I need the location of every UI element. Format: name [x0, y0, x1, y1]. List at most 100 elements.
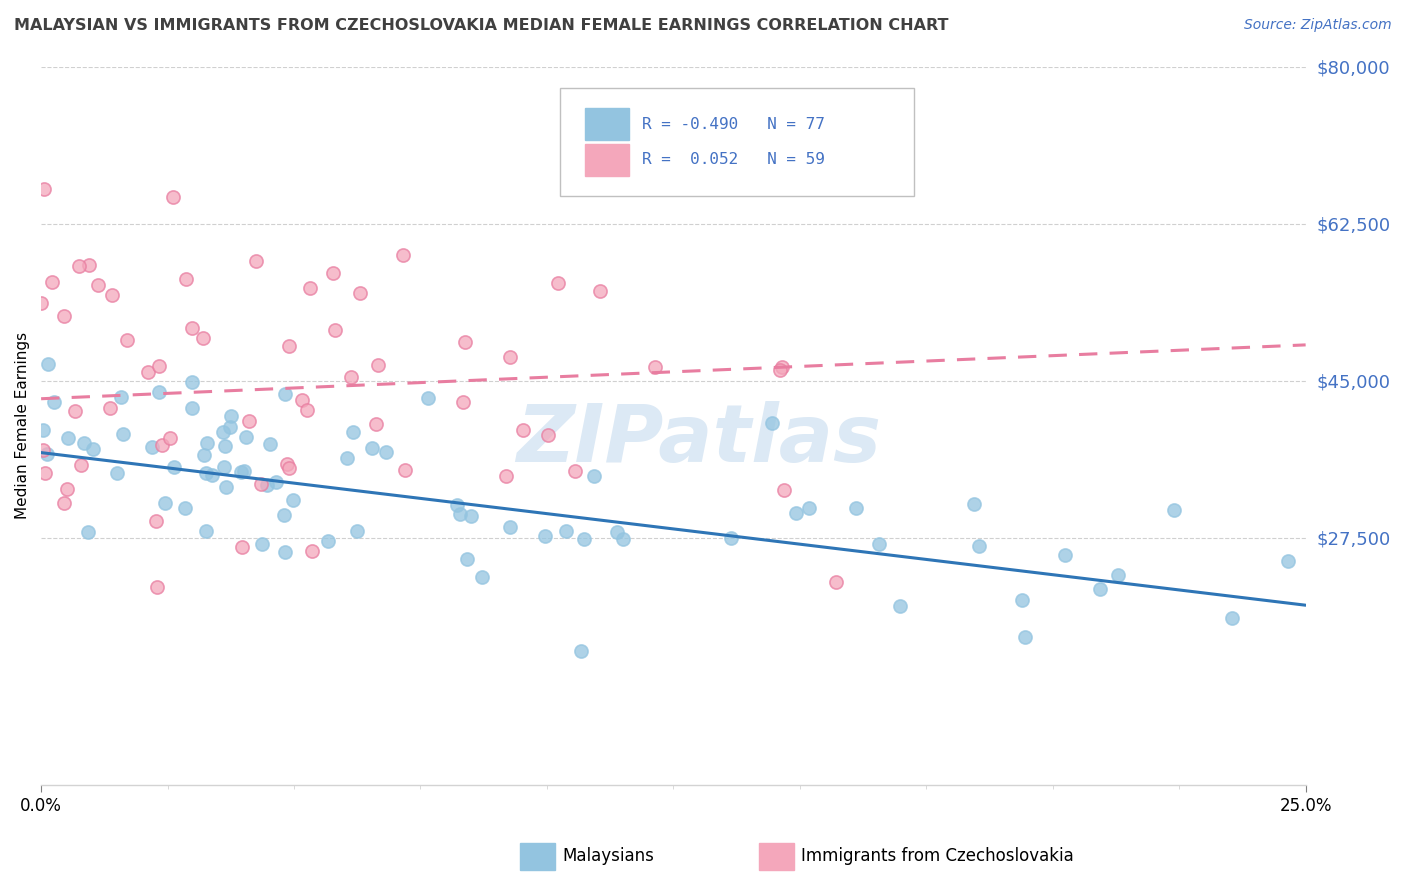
Malaysians — [1107, 568, 1129, 582]
Immigrants from Czechoslovakia — [245, 253, 267, 268]
Malaysians — [612, 532, 634, 546]
Malaysians — [219, 420, 242, 434]
Malaysians — [44, 395, 66, 409]
Malaysians — [195, 524, 218, 538]
Malaysians — [201, 468, 224, 483]
Malaysians — [232, 464, 254, 478]
Malaysians — [416, 391, 439, 405]
Malaysians — [316, 533, 339, 548]
Malaysians — [799, 500, 821, 515]
Immigrants from Czechoslovakia — [772, 483, 794, 497]
Immigrants from Czechoslovakia — [644, 359, 666, 374]
Immigrants from Czechoslovakia — [150, 438, 173, 452]
Malaysians — [868, 537, 890, 551]
Malaysians — [56, 431, 79, 445]
Immigrants from Czechoslovakia — [63, 404, 86, 418]
Immigrants from Czechoslovakia — [87, 277, 110, 292]
Malaysians — [1277, 554, 1299, 568]
Malaysians — [844, 500, 866, 515]
Immigrants from Czechoslovakia — [512, 423, 534, 437]
Malaysians — [572, 532, 595, 546]
Malaysians — [606, 524, 628, 539]
Malaysians — [889, 599, 911, 613]
Immigrants from Czechoslovakia — [100, 401, 122, 415]
Malaysians — [235, 430, 257, 444]
Malaysians — [110, 390, 132, 404]
FancyBboxPatch shape — [560, 88, 914, 196]
Malaysians — [195, 436, 218, 450]
Malaysians — [229, 465, 252, 479]
Immigrants from Czechoslovakia — [339, 370, 361, 384]
Text: R = -0.490   N = 77: R = -0.490 N = 77 — [641, 117, 825, 131]
Bar — [585, 108, 628, 140]
Immigrants from Czechoslovakia — [394, 462, 416, 476]
Immigrants from Czechoslovakia — [278, 461, 301, 475]
Immigrants from Czechoslovakia — [322, 266, 344, 280]
Immigrants from Czechoslovakia — [298, 281, 321, 295]
Immigrants from Czechoslovakia — [145, 580, 167, 594]
Text: Immigrants from Czechoslovakia: Immigrants from Czechoslovakia — [801, 847, 1074, 865]
Immigrants from Czechoslovakia — [30, 295, 52, 310]
Immigrants from Czechoslovakia — [145, 514, 167, 528]
Immigrants from Czechoslovakia — [768, 363, 790, 377]
Malaysians — [211, 425, 233, 440]
Malaysians — [374, 445, 396, 459]
Malaysians — [264, 475, 287, 489]
Malaysians — [82, 442, 104, 456]
Text: MALAYSIAN VS IMMIGRANTS FROM CZECHOSLOVAKIA MEDIAN FEMALE EARNINGS CORRELATION C: MALAYSIAN VS IMMIGRANTS FROM CZECHOSLOVA… — [14, 18, 949, 33]
Immigrants from Czechoslovakia — [191, 331, 214, 345]
Immigrants from Czechoslovakia — [295, 403, 318, 417]
Immigrants from Czechoslovakia — [453, 335, 475, 350]
Malaysians — [148, 385, 170, 400]
Immigrants from Czechoslovakia — [367, 358, 389, 372]
Malaysians — [969, 539, 991, 553]
Malaysians — [1090, 582, 1112, 597]
Malaysians — [219, 409, 242, 423]
Text: Malaysians: Malaysians — [562, 847, 654, 865]
Immigrants from Czechoslovakia — [159, 431, 181, 445]
Immigrants from Czechoslovakia — [67, 260, 90, 274]
Immigrants from Czechoslovakia — [451, 395, 474, 409]
Malaysians — [141, 440, 163, 454]
Malaysians — [181, 375, 204, 389]
Malaysians — [173, 500, 195, 515]
Immigrants from Czechoslovakia — [349, 286, 371, 301]
Immigrants from Czechoslovakia — [181, 320, 204, 334]
Malaysians — [105, 467, 128, 481]
Malaysians — [214, 479, 236, 493]
Immigrants from Czechoslovakia — [238, 414, 260, 428]
Immigrants from Czechoslovakia — [34, 466, 56, 480]
Immigrants from Czechoslovakia — [564, 464, 586, 478]
Malaysians — [193, 448, 215, 462]
Immigrants from Czechoslovakia — [291, 392, 314, 407]
Malaysians — [163, 460, 186, 475]
Immigrants from Czechoslovakia — [536, 427, 558, 442]
Malaysians — [250, 537, 273, 551]
Malaysians — [112, 426, 135, 441]
Malaysians — [73, 435, 96, 450]
Malaysians — [360, 442, 382, 456]
Malaysians — [785, 506, 807, 520]
Immigrants from Czechoslovakia — [148, 359, 170, 373]
Immigrants from Czechoslovakia — [547, 277, 569, 291]
Immigrants from Czechoslovakia — [31, 442, 53, 457]
Immigrants from Czechoslovakia — [117, 334, 139, 348]
Immigrants from Czechoslovakia — [495, 469, 517, 483]
Malaysians — [76, 525, 98, 540]
Malaysians — [155, 496, 177, 510]
Immigrants from Czechoslovakia — [174, 272, 197, 286]
Malaysians — [281, 492, 304, 507]
Text: Source: ZipAtlas.com: Source: ZipAtlas.com — [1244, 18, 1392, 32]
Immigrants from Czechoslovakia — [55, 483, 77, 497]
Malaysians — [1220, 611, 1243, 625]
Immigrants from Czechoslovakia — [52, 309, 75, 323]
Malaysians — [720, 531, 742, 545]
Immigrants from Czechoslovakia — [323, 323, 346, 337]
Malaysians — [336, 450, 359, 465]
Malaysians — [1014, 630, 1036, 644]
Malaysians — [37, 447, 59, 461]
Malaysians — [212, 460, 235, 475]
Malaysians — [456, 551, 478, 566]
Immigrants from Czechoslovakia — [499, 351, 522, 365]
Malaysians — [761, 417, 783, 431]
